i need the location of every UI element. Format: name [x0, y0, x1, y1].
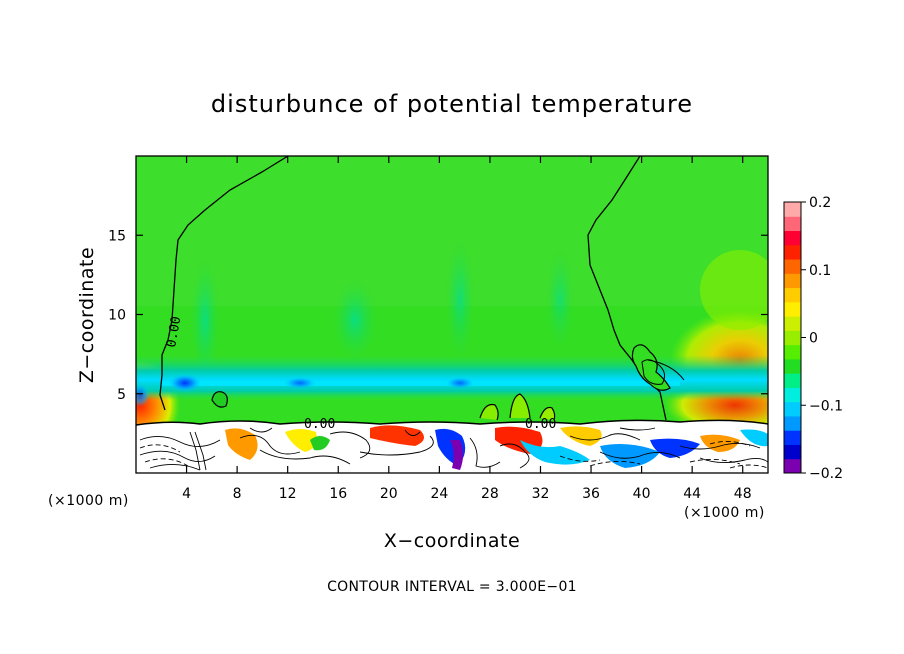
cool-blob — [284, 377, 316, 389]
y-tick-label: 15 — [108, 228, 126, 244]
contour-small — [539, 406, 556, 421]
turbulent-cool-patch — [740, 429, 768, 447]
x-tick-label: 44 — [683, 486, 701, 502]
colorbar-tick-label: 0.2 — [809, 195, 831, 211]
turbulent-cool-patch — [520, 440, 590, 465]
colorbar-tick-label: −0.1 — [809, 398, 843, 414]
colorbar-swatch — [784, 358, 801, 374]
cool-blob — [136, 383, 150, 407]
zero-contour-left — [159, 156, 289, 411]
y-unit-label: (×1000 m) — [48, 493, 129, 509]
colorbar-swatch — [784, 387, 801, 403]
contour-small — [509, 393, 531, 419]
colorbar-swatch — [784, 430, 801, 445]
colorbar-tick-label: 0.1 — [809, 263, 831, 279]
colorbar-swatch — [784, 202, 801, 217]
turbulent-contours — [139, 427, 768, 471]
cool-column — [546, 250, 574, 350]
y-axis: 5 10 15 — [108, 228, 768, 403]
contour-interval-note: CONTOUR INTERVAL = 3.000E−01 — [327, 579, 577, 595]
cool-band — [136, 355, 768, 400]
x-tick-label: 28 — [481, 486, 499, 502]
colorbar-swatch — [784, 458, 801, 474]
y-axis-label: Z−coordinate — [76, 247, 98, 383]
contour-label: 0.00 — [304, 417, 335, 432]
turbulent-warm-patch — [225, 428, 258, 460]
x-tick-label: 12 — [279, 486, 297, 502]
x-axis-label: X−coordinate — [384, 530, 520, 552]
x-unit-label: (×1000 m) — [684, 505, 765, 521]
x-tick-label: 48 — [734, 486, 752, 502]
x-tick-label: 40 — [633, 486, 651, 502]
colorbar-swatch — [784, 373, 801, 388]
turbulent-warm-patch — [560, 426, 602, 446]
x-tick-label: 32 — [532, 486, 550, 502]
turbulent-cool-patch — [650, 438, 700, 458]
colorbar-swatch — [784, 244, 801, 260]
turbulent-top-edge — [136, 419, 768, 426]
colorbar-swatch — [784, 444, 801, 460]
x-axis: 4 8 12 16 20 24 28 32 36 40 44 48 — [182, 156, 752, 502]
colorbar-swatch — [784, 287, 801, 303]
chart-title: disturbunce of potential temperature — [211, 90, 693, 118]
colorbar — [784, 202, 801, 474]
colorbar-swatch — [784, 259, 801, 274]
colorbar-swatch — [784, 316, 801, 331]
plot-area — [136, 156, 768, 473]
colorbar-swatch — [784, 330, 801, 346]
turbulent-warm-patch — [370, 425, 424, 446]
colorbar-swatch — [784, 273, 801, 289]
x-tick-label: 36 — [582, 486, 600, 502]
contour-label: 0.00 — [164, 315, 184, 348]
colorbar-tick-label: 0 — [809, 331, 818, 347]
colorbar-tick-label: −0.2 — [809, 466, 843, 482]
cool-column — [191, 260, 219, 380]
cool-blob — [446, 377, 474, 389]
warm-right-upper — [700, 250, 768, 330]
contour-small — [211, 391, 228, 408]
contour-label: 0.00 — [525, 417, 556, 432]
turbulent-warm-patch — [310, 436, 330, 451]
x-tick-label: 8 — [233, 486, 242, 502]
colorbar-swatch — [784, 401, 801, 417]
cool-column — [333, 280, 377, 360]
turbulent-dashed-contours — [139, 441, 768, 469]
colorbar-ticks: 0.2 0.1 0 −0.1 −0.2 — [801, 195, 843, 482]
cool-blob — [169, 374, 201, 392]
y-tick-label: 5 — [117, 387, 126, 403]
colorbar-swatch — [784, 344, 801, 360]
cool-column — [446, 240, 474, 360]
x-tick-label: 24 — [430, 486, 448, 502]
colorbar-swatch — [784, 301, 801, 317]
x-tick-label: 4 — [182, 486, 191, 502]
turbulent-warm-patch — [285, 429, 317, 452]
turbulent-cool-patch — [600, 444, 660, 468]
contour-cluster — [647, 359, 685, 381]
colorbar-swatch — [784, 415, 801, 431]
y-tick-label: 10 — [108, 308, 126, 324]
cool-band-core — [160, 381, 680, 386]
turbulent-warm-patch — [700, 434, 740, 452]
contour-small — [479, 403, 499, 421]
colorbar-swatch — [784, 216, 801, 232]
contour-cluster — [631, 344, 671, 391]
colorbar-swatch — [784, 230, 801, 246]
x-tick-label: 16 — [329, 486, 347, 502]
turbulent-cool-patch — [450, 440, 463, 470]
x-tick-label: 20 — [380, 486, 398, 502]
